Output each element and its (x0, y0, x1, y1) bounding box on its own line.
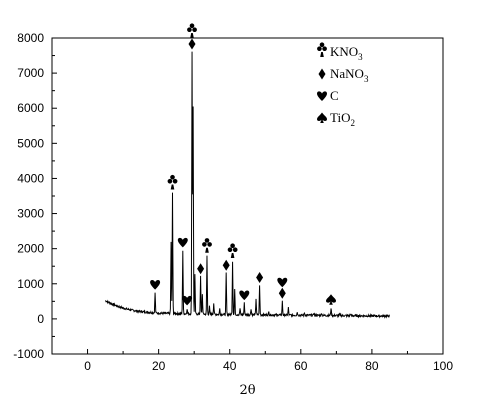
x-tick-label: 60 (294, 359, 308, 373)
x-tick-label: 0 (84, 359, 91, 373)
annotation-group (150, 23, 336, 306)
diamond-annotation-marker (197, 263, 205, 275)
xrd-pattern-line (105, 51, 390, 319)
tick-labels-group: 0 20 40 60 80 100 -1000 0 1000 2000 3000 4000 5000 60… (13, 31, 453, 373)
series-group (105, 51, 390, 319)
y-tick-label: -1000 (13, 347, 44, 361)
spade-legend-icon (317, 112, 327, 123)
club-annotation-marker (227, 243, 238, 258)
plot-frame-group (51, 37, 444, 355)
diamond-legend-icon (318, 68, 326, 80)
spade-annotation-marker (326, 294, 336, 305)
y-tick-label: 7000 (17, 66, 44, 80)
club-annotation-marker (167, 174, 178, 190)
legend-label: TiO2 (330, 110, 355, 128)
heart-annotation-marker (182, 295, 193, 306)
diamond-annotation-marker (256, 272, 264, 283)
legend: KNO3 NaNO3 C TiO2 (317, 42, 369, 128)
x-tick-label: 40 (223, 359, 237, 373)
x-tick-label: 20 (152, 359, 166, 373)
legend-label: NaNO3 (330, 66, 369, 84)
ticks-group (51, 37, 444, 355)
heart-annotation-marker (239, 290, 250, 301)
y-tick-label: 5000 (17, 136, 44, 150)
y-tick-label: 8000 (17, 31, 44, 45)
y-tick-label: 3000 (17, 207, 44, 221)
legend-label: KNO3 (330, 44, 363, 62)
club-annotation-marker (187, 23, 197, 38)
heart-annotation-marker (277, 277, 288, 288)
legend-label: C (330, 88, 339, 103)
heart-annotation-marker (150, 280, 161, 290)
heart-legend-icon (317, 91, 327, 101)
plot-frame (51, 37, 444, 355)
x-tick-label: 80 (365, 359, 379, 373)
diamond-annotation-marker (278, 287, 286, 299)
diamond-annotation-marker (188, 38, 196, 50)
x-tick-label: 100 (433, 359, 453, 373)
diamond-annotation-marker (222, 259, 230, 271)
y-tick-label: 6000 (17, 101, 44, 115)
club-annotation-marker (202, 238, 212, 253)
club-legend-icon (317, 42, 327, 57)
y-tick-label: 2000 (17, 242, 44, 256)
x-axis-title: 2θ (239, 383, 255, 398)
y-tick-label: 0 (37, 312, 44, 326)
y-tick-label: 4000 (17, 171, 44, 185)
heart-annotation-marker (177, 237, 188, 248)
y-tick-label: 1000 (17, 277, 44, 291)
